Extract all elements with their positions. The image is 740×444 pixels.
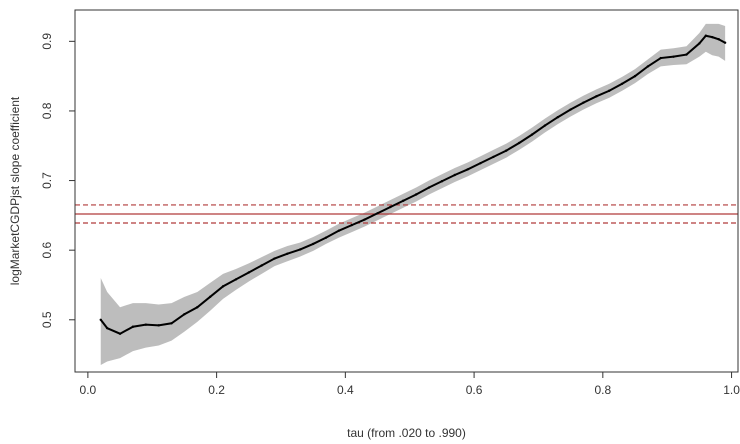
x-tick-label: 0.8 xyxy=(594,383,611,397)
coefficient-point xyxy=(286,252,289,255)
y-axis: 0.5 0.6 0.7 0.8 0.9 xyxy=(40,33,75,328)
coefficient-point xyxy=(543,124,547,127)
coefficient-point xyxy=(492,155,495,159)
coefficient-point xyxy=(196,306,199,309)
coefficient-point xyxy=(427,186,431,189)
coefficient-point xyxy=(440,180,444,183)
coefficient-point xyxy=(376,212,379,215)
coefficient-point xyxy=(260,264,263,267)
coefficient-point xyxy=(466,168,469,171)
coefficient-point xyxy=(170,322,173,325)
coefficient-series-layer xyxy=(99,34,727,335)
coefficient-point xyxy=(324,236,328,239)
coefficient-point xyxy=(273,257,276,260)
coefficient-point xyxy=(208,295,212,299)
plot-frame xyxy=(74,9,739,373)
coefficient-point xyxy=(569,108,572,111)
coefficient-point xyxy=(144,323,148,326)
confidence-band xyxy=(100,23,726,366)
coefficient-point xyxy=(717,38,720,41)
coefficient-point xyxy=(389,205,392,209)
coefficient-point xyxy=(723,41,727,44)
coefficient-point xyxy=(633,74,637,78)
coefficient-point xyxy=(505,149,508,152)
coefficient-point xyxy=(595,95,598,98)
x-tick-label: 1.0 xyxy=(723,383,740,397)
coefficient-point xyxy=(646,65,650,68)
coefficient-point xyxy=(131,325,135,328)
coefficient-point xyxy=(99,318,102,321)
coefficient-point xyxy=(311,242,315,246)
y-tick-label: 0.8 xyxy=(40,102,54,119)
coefficient-point xyxy=(453,173,456,177)
coefficient-point xyxy=(711,35,714,39)
x-tick-label: 0.2 xyxy=(208,383,225,397)
y-tick-label: 0.9 xyxy=(40,33,54,50)
coefficient-point xyxy=(105,326,109,330)
y-tick-label: 0.5 xyxy=(40,311,54,328)
coefficient-point xyxy=(350,223,353,227)
ols-lines-layer xyxy=(75,204,738,224)
coefficient-point xyxy=(157,324,160,327)
x-tick-label: 0.4 xyxy=(337,383,354,397)
coefficient-point xyxy=(299,248,302,251)
coefficient-point xyxy=(582,101,585,104)
x-axis: 0.0 0.2 0.4 0.6 0.8 1.0 xyxy=(80,372,740,397)
coefficient-point xyxy=(704,34,708,37)
coefficient-point xyxy=(247,271,250,274)
coefficient-point xyxy=(530,133,534,136)
coefficient-point xyxy=(118,332,122,335)
x-tick-label: 0.0 xyxy=(80,383,97,397)
coefficient-line xyxy=(99,34,726,335)
y-axis-title: logMarketCGDPjst slope coefficient xyxy=(8,96,22,285)
coefficient-point xyxy=(672,55,675,58)
coefficient-point xyxy=(698,42,701,45)
coefficient-point xyxy=(556,116,559,119)
coefficient-point xyxy=(337,229,341,232)
coefficient-point xyxy=(363,218,366,221)
coefficient-point xyxy=(479,161,482,165)
coefficient-point xyxy=(517,141,521,145)
x-tick-label: 0.6 xyxy=(466,383,483,397)
y-tick-label: 0.7 xyxy=(40,172,54,189)
coefficient-point xyxy=(685,53,688,56)
coefficient-point xyxy=(402,199,405,202)
confidence-band-layer xyxy=(100,23,726,366)
y-tick-label: 0.6 xyxy=(40,242,54,259)
coefficient-point xyxy=(234,278,238,281)
coefficient-point xyxy=(183,313,186,316)
coefficient-point xyxy=(414,193,418,196)
coefficient-point xyxy=(620,82,624,85)
coefficient-point xyxy=(221,285,225,288)
x-axis-title: tau (from .020 to .990) xyxy=(347,426,466,440)
coefficient-point xyxy=(608,89,611,92)
coefficient-point xyxy=(659,56,662,60)
